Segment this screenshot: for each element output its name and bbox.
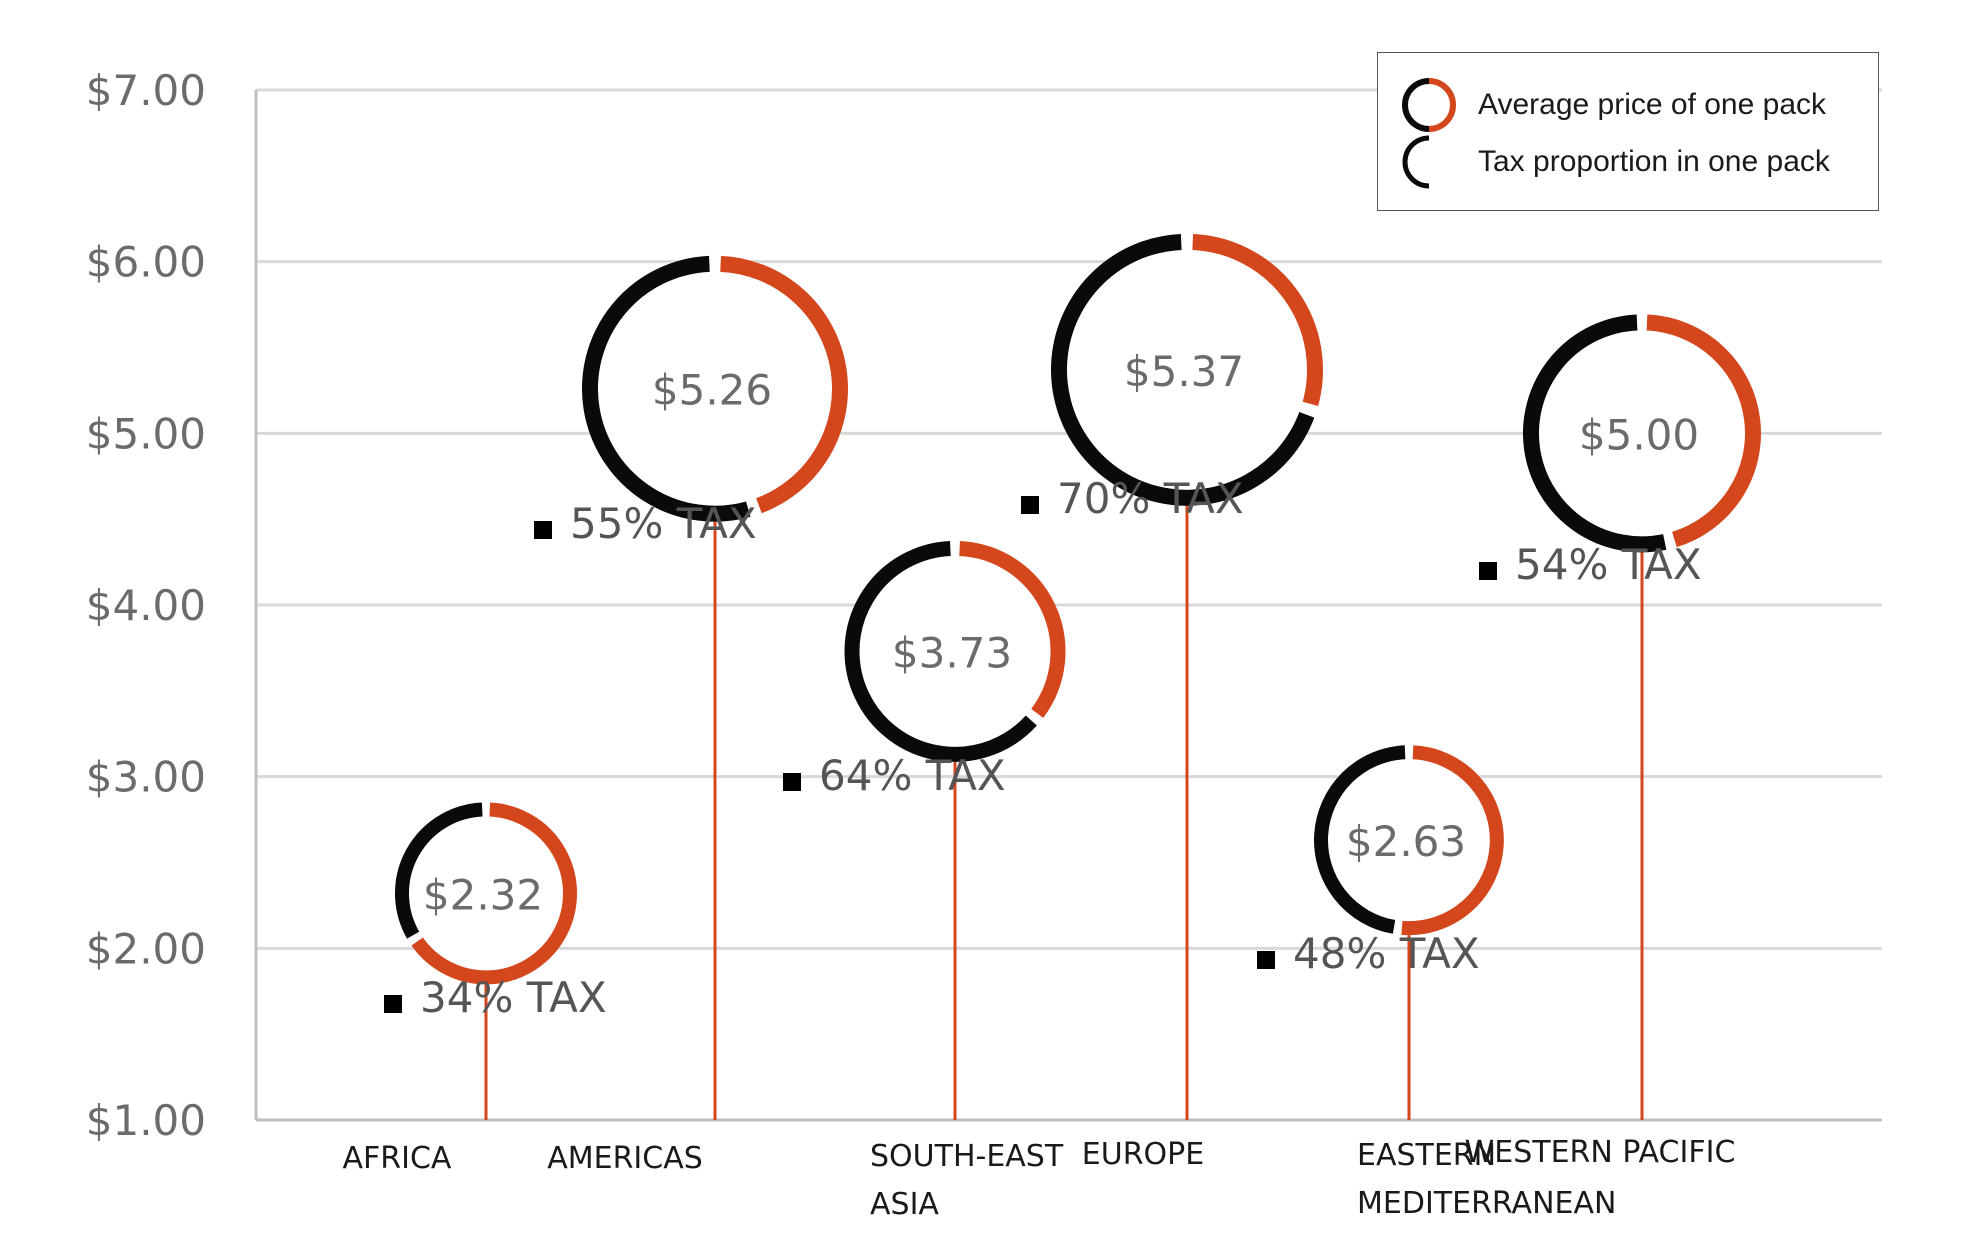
tax-marker (534, 521, 552, 539)
price-arc (720, 255, 848, 514)
tax-marker (1257, 951, 1275, 969)
ring-backing (582, 255, 848, 522)
tax-marker (384, 995, 402, 1013)
tax-label: 70% TAX (1057, 474, 1244, 523)
tax-marker (783, 773, 801, 791)
price-arc (411, 802, 577, 985)
tax-arc (395, 802, 483, 939)
y-tick-label: $3.00 (86, 753, 206, 802)
legend: Average price of one pack Tax proportion… (1377, 52, 1879, 211)
category-group: $5.37 70% TAX (1021, 233, 1323, 1120)
tax-label: 54% TAX (1515, 540, 1702, 589)
tax-label: 64% TAX (819, 751, 1006, 800)
y-tick-label: $4.00 (86, 581, 206, 630)
x-tick-label-line: EASTERN (1357, 1138, 1496, 1173)
legend-label-price: Average price of one pack (1478, 88, 1827, 121)
price-label: $2.32 (423, 870, 543, 919)
tax-arc (1314, 745, 1406, 934)
chart-marks: $2.32 34% TAX $5.26 55% TAX $3.73 64% TAX $5.3… (384, 233, 1761, 1120)
price-label: $5.37 (1124, 347, 1244, 396)
x-tick-label-line: SOUTH-EAST (870, 1139, 1064, 1174)
price-label: $5.26 (652, 366, 772, 415)
x-tick-label-line: MEDITERRANEAN (1357, 1186, 1616, 1221)
price-label: $3.73 (892, 628, 1012, 677)
legend-item-price: Average price of one pack (1400, 78, 1827, 132)
tax-marker (1479, 562, 1497, 580)
category-group: $2.32 34% TAX (384, 802, 607, 1120)
price-arc (959, 540, 1066, 718)
x-tick-label: AMERICAS (547, 1141, 703, 1176)
tax-label: 55% TAX (570, 499, 757, 548)
y-axis: $1.00 $2.00 $3.00 $4.00 $5.00 $6.00 $7.00 (86, 66, 258, 1145)
tax-arc (581, 255, 751, 522)
y-tick-label: $7.00 (86, 66, 206, 115)
tax-label: 34% TAX (420, 973, 607, 1022)
x-tick-label: EUROPE (1082, 1137, 1204, 1172)
price-arc (1401, 745, 1504, 936)
tax-arc (844, 540, 1037, 762)
x-tick-label: WESTERN PACIFIC (1465, 1135, 1736, 1170)
ring-backing (1314, 745, 1504, 936)
gridlines (256, 88, 1882, 950)
category-group: $5.00 54% TAX (1479, 314, 1761, 1120)
ring-backing (844, 540, 1066, 762)
ring-backing (1051, 233, 1323, 506)
category-group: $5.26 55% TAX (534, 255, 848, 1120)
price-arc (1192, 233, 1323, 406)
price-label: $2.63 (1346, 817, 1466, 866)
x-tick-label: AFRICA (343, 1141, 452, 1176)
y-tick-label: $5.00 (86, 409, 206, 458)
legend-label-tax: Tax proportion in one pack (1478, 145, 1830, 178)
price-ring-icon (1402, 78, 1456, 132)
tax-label: 48% TAX (1293, 929, 1480, 978)
legend-item-tax: Tax proportion in one pack (1400, 135, 1830, 189)
tax-arc-icon (1402, 135, 1430, 189)
x-tick-label-line: ASIA (870, 1187, 939, 1222)
tax-arc (1051, 233, 1315, 506)
category-group: $3.73 64% TAX (783, 540, 1066, 1120)
category-group: $2.63 48% TAX (1257, 745, 1504, 1120)
tax-arc (1523, 314, 1667, 553)
ring-backing (395, 802, 577, 985)
ring-backing (1523, 314, 1761, 553)
y-tick-label: $2.00 (86, 924, 206, 973)
tax-marker (1021, 496, 1039, 514)
x-tick-label: SOUTH-EAST ASIA (870, 1139, 1064, 1222)
price-label: $5.00 (1579, 410, 1699, 459)
x-axis: AFRICA AMERICAS SOUTH-EAST ASIA EUROPE EASTER… (256, 1118, 1882, 1222)
y-tick-label: $6.00 (86, 238, 206, 287)
price-arc (1646, 314, 1761, 548)
x-tick-label: EASTERN MEDITERRANEAN (1357, 1138, 1616, 1221)
y-tick-label: $1.00 (86, 1096, 206, 1145)
